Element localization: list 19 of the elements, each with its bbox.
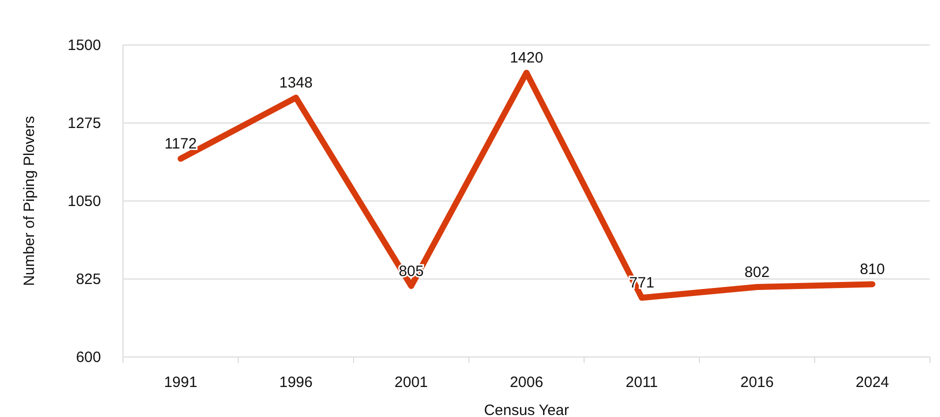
x-tick-label: 2006 [510,374,544,391]
x-tick-label: 2016 [740,374,774,391]
y-axis-title: Number of Piping Plovers [21,116,38,286]
data-label: 1420 [510,50,544,67]
y-tick-label: 1050 [68,193,101,210]
x-tick-label: 2024 [856,374,890,391]
x-tick-label: 2011 [626,374,658,391]
x-axis-title: Census Year [484,402,570,417]
y-tick-label: 825 [76,271,101,288]
x-tick-label: 2001 [394,374,428,391]
data-label: 1348 [279,74,313,92]
data-label: 810 [860,261,885,278]
y-tick-label: 600 [76,349,101,366]
x-tick-label: 1991 [164,374,198,391]
data-label: 802 [744,264,770,281]
data-label: 1172 [164,136,197,153]
y-tick-label: 1500 [68,37,101,54]
x-tick-label: 1996 [279,374,313,391]
y-tick-label: 1275 [68,115,101,132]
